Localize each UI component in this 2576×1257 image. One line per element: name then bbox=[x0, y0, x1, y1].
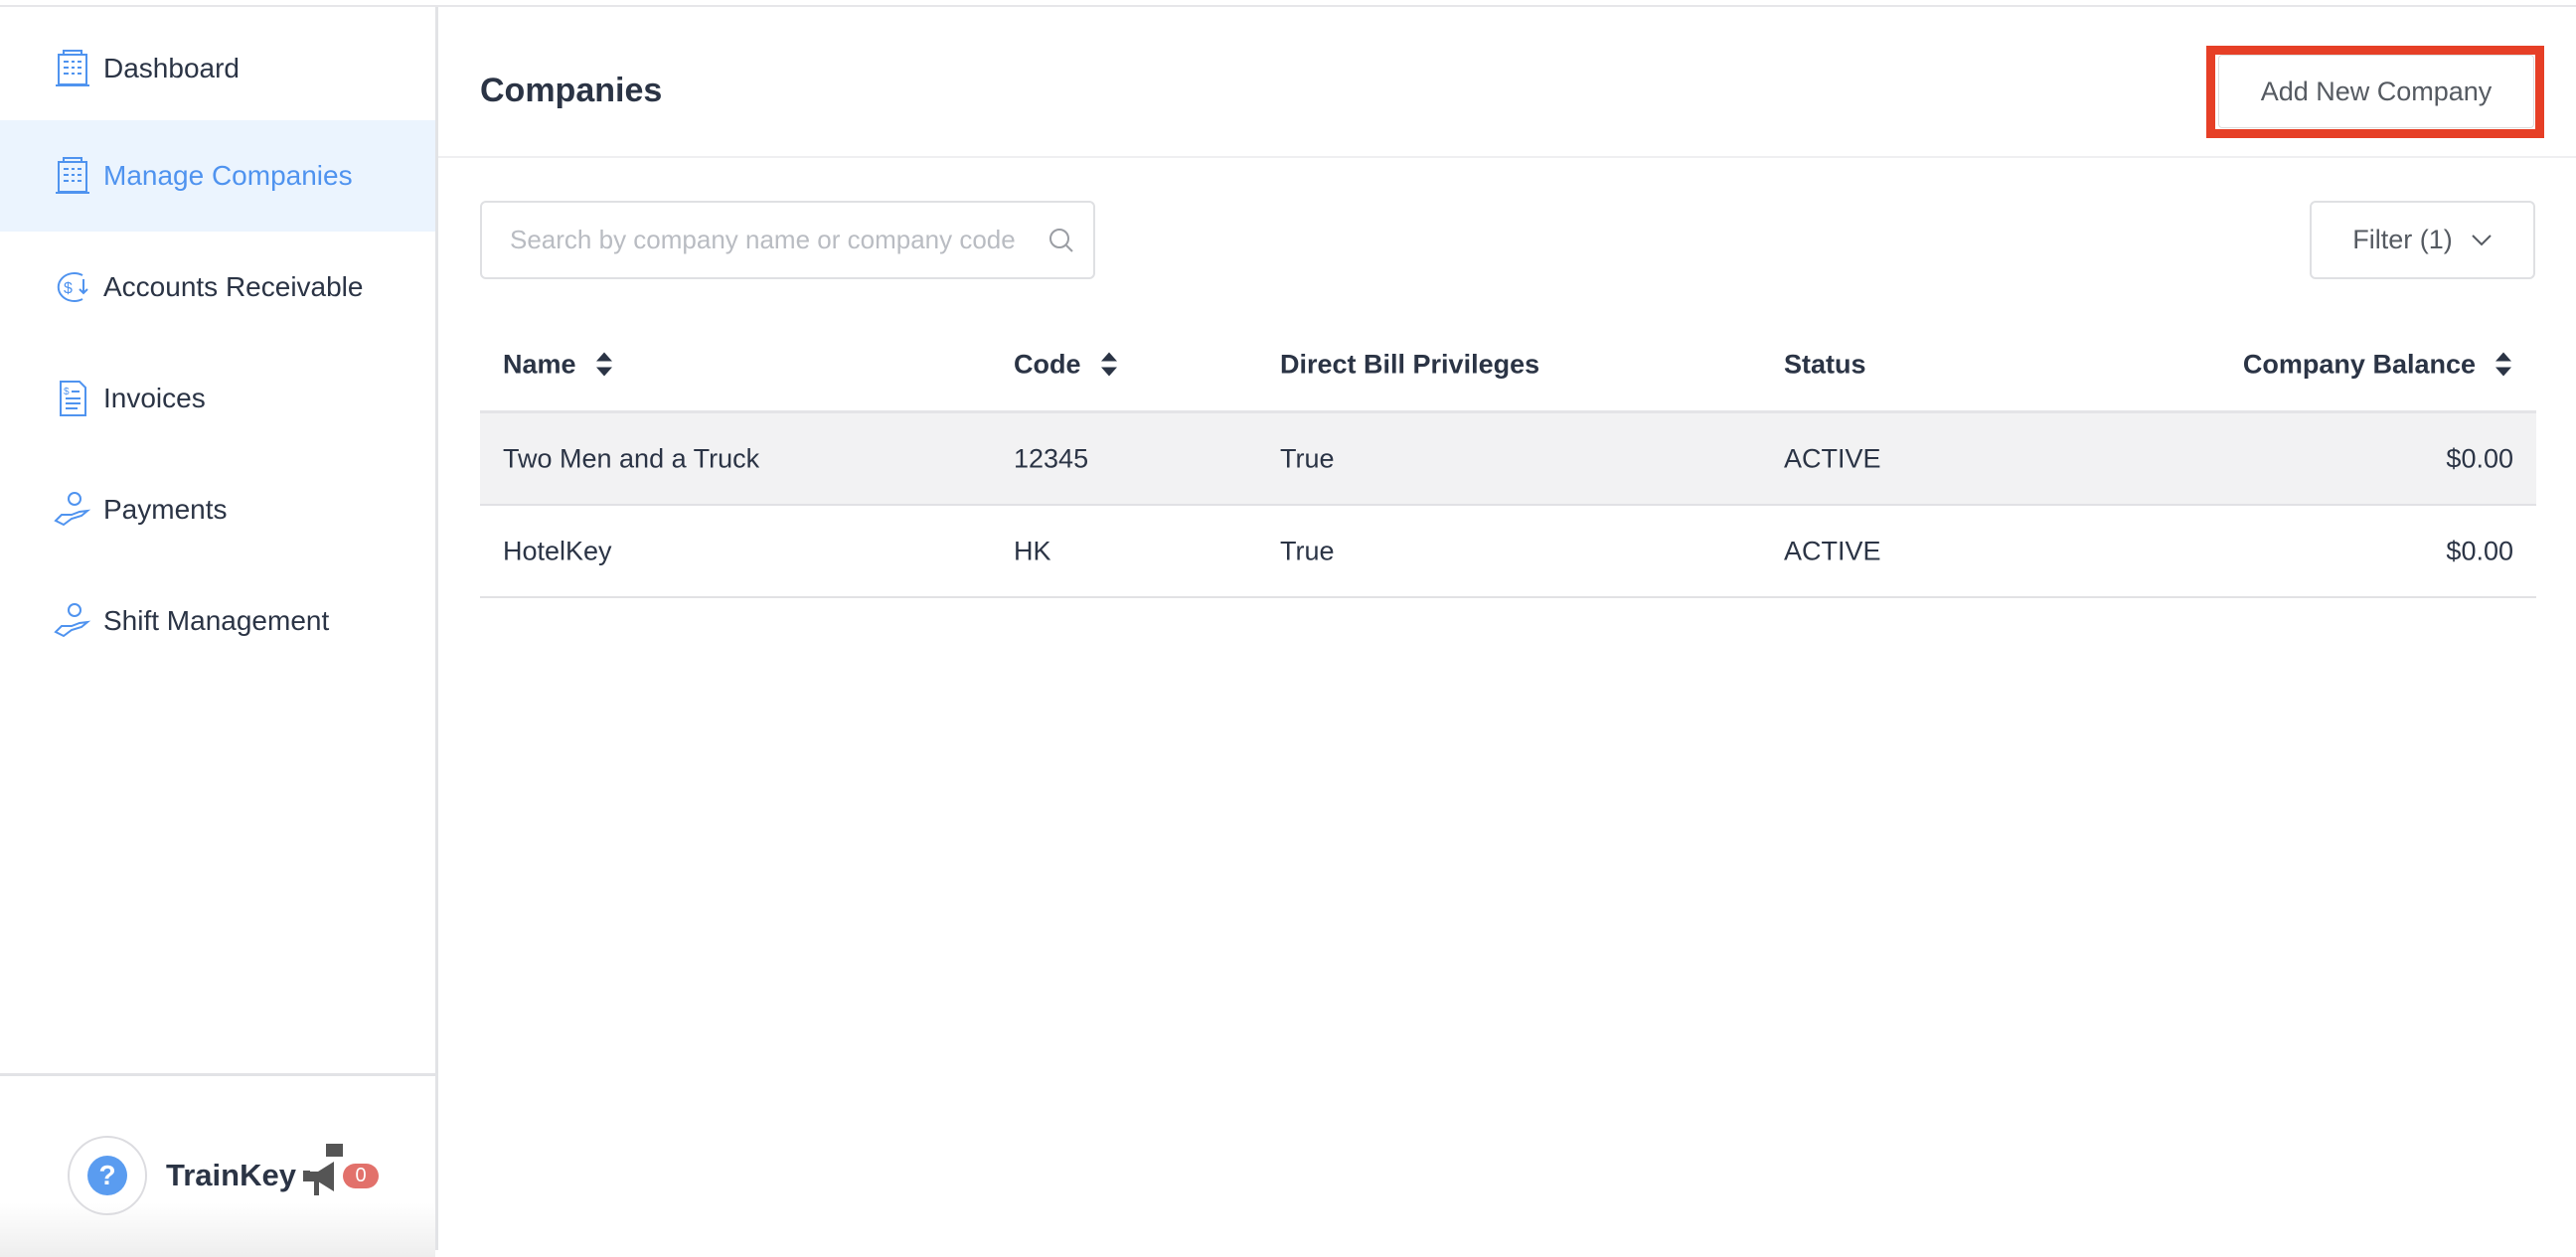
chevron-down-icon bbox=[2472, 234, 2492, 245]
cell-name: Two Men and a Truck bbox=[503, 443, 760, 473]
sort-icon[interactable] bbox=[2494, 350, 2513, 380]
megaphone-icon[interactable] bbox=[302, 1144, 348, 1199]
cell-balance: $0.00 bbox=[2446, 443, 2513, 473]
sidebar-item-accounts-receivable[interactable]: $ Accounts Receivable bbox=[0, 232, 435, 343]
cell-code: HK bbox=[1014, 536, 1051, 565]
column-header-direct-bill: Direct Bill Privileges bbox=[1280, 349, 1540, 379]
cell-name: HotelKey bbox=[503, 536, 612, 565]
add-new-company-button[interactable]: Add New Company bbox=[2218, 55, 2534, 128]
sidebar-item-manage-companies[interactable]: Manage Companies bbox=[0, 120, 435, 232]
sidebar-item-invoices[interactable]: $ Invoices bbox=[0, 343, 435, 454]
cell-status: ACTIVE bbox=[1784, 536, 1881, 565]
sort-icon[interactable] bbox=[1099, 350, 1119, 380]
building-icon bbox=[56, 157, 89, 194]
sidebar-footer: ? TrainKey 0 bbox=[0, 1073, 435, 1257]
search-icon bbox=[1049, 229, 1073, 252]
column-header-balance[interactable]: Company Balance bbox=[2243, 349, 2513, 380]
column-header-status: Status bbox=[1784, 349, 1866, 379]
column-header-code[interactable]: Code bbox=[1014, 349, 1119, 380]
brand-name: TrainKey bbox=[166, 1158, 296, 1192]
cell-code: 12345 bbox=[1014, 443, 1089, 473]
hand-coin-icon bbox=[54, 603, 91, 638]
svg-text:$: $ bbox=[64, 387, 70, 397]
notification-badge: 0 bbox=[343, 1164, 379, 1188]
cell-direct-bill: True bbox=[1280, 443, 1335, 473]
cell-balance: $0.00 bbox=[2446, 536, 2513, 565]
top-border bbox=[0, 0, 2576, 7]
cell-direct-bill: True bbox=[1280, 536, 1335, 565]
dollar-cycle-icon: $ bbox=[57, 272, 88, 302]
table-row[interactable]: HotelKey HK True ACTIVE $0.00 bbox=[480, 506, 2536, 598]
cell-status: ACTIVE bbox=[1784, 443, 1881, 473]
column-header-name[interactable]: Name bbox=[503, 349, 614, 380]
search-box bbox=[480, 201, 1095, 279]
companies-table: Name Code Direct Bill Privileges Status … bbox=[480, 318, 2536, 598]
sidebar-item-dashboard[interactable]: Dashboard bbox=[0, 13, 435, 124]
page-header: Companies Add New Company bbox=[438, 7, 2576, 158]
invoice-icon: $ bbox=[60, 381, 86, 416]
table-header: Name Code Direct Bill Privileges Status … bbox=[480, 318, 2536, 413]
sidebar-item-shift-management[interactable]: Shift Management bbox=[0, 565, 435, 677]
help-button[interactable]: ? bbox=[68, 1136, 147, 1215]
page-title: Companies bbox=[480, 72, 663, 109]
svg-text:$: $ bbox=[64, 280, 73, 297]
filter-button[interactable]: Filter (1) bbox=[2310, 201, 2535, 279]
question-icon: ? bbox=[87, 1156, 127, 1195]
sort-icon[interactable] bbox=[594, 350, 614, 380]
table-row[interactable]: Two Men and a Truck 12345 True ACTIVE $0… bbox=[480, 413, 2536, 506]
search-input[interactable] bbox=[510, 203, 1037, 277]
sidebar: Dashboard Manage Companies $ Accounts Re… bbox=[0, 7, 438, 1257]
hand-coin-icon bbox=[54, 492, 91, 527]
building-icon bbox=[56, 50, 89, 86]
sidebar-item-payments[interactable]: Payments bbox=[0, 454, 435, 565]
highlight-box bbox=[2206, 46, 2544, 138]
